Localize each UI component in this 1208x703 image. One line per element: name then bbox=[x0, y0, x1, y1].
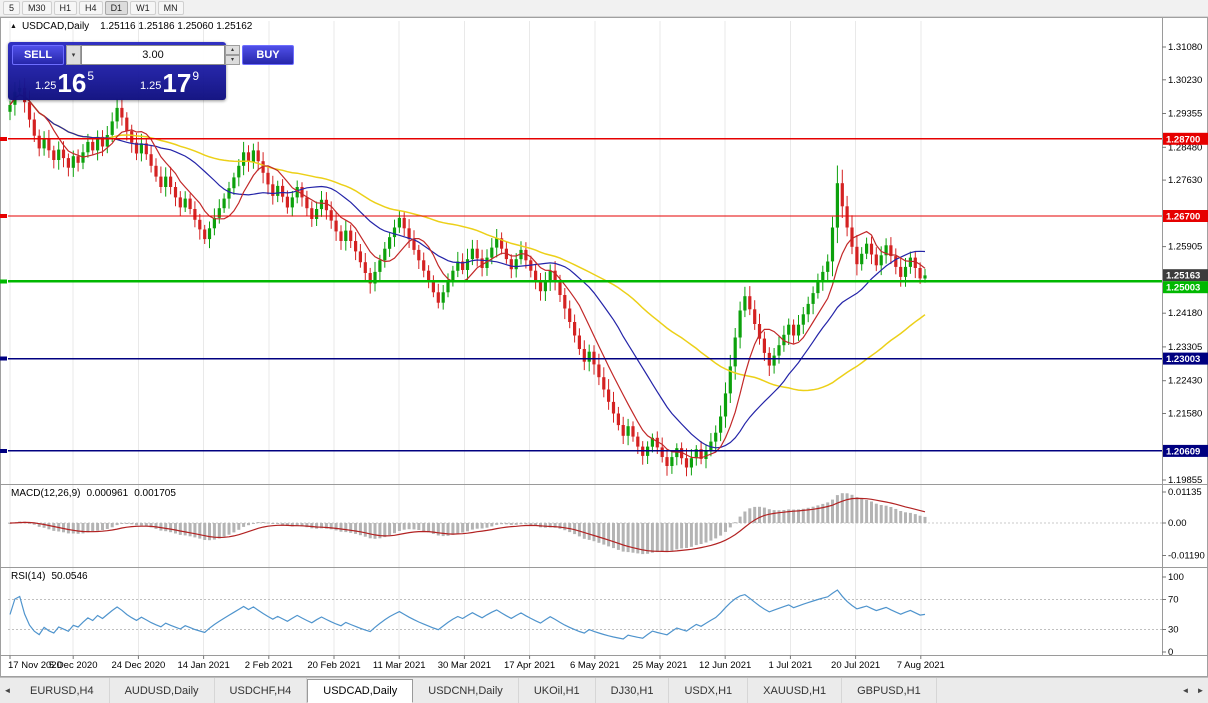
timeframe-button-M30[interactable]: M30 bbox=[22, 1, 52, 15]
timeframe-button-D1[interactable]: D1 bbox=[104, 1, 129, 15]
chart-tab-DJ30-H1[interactable]: DJ30,H1 bbox=[595, 678, 670, 703]
tabs-scroll-right-icon[interactable]: ► bbox=[1196, 686, 1205, 695]
chart-tabs-bar: ◄ EURUSD,H4 AUDUSD,Daily USDCHF,H4 USDCAD,D… bbox=[0, 677, 1208, 703]
sell-button[interactable]: SELL bbox=[12, 45, 64, 65]
buy-button[interactable]: BUY bbox=[242, 45, 294, 65]
chart-tab-AUDUSD-Daily[interactable]: AUDUSD,Daily bbox=[109, 678, 215, 703]
macd-label: MACD(12,26,9) 0.000961 0.001705 bbox=[11, 488, 176, 499]
rsi-name: RSI(14) bbox=[11, 571, 46, 582]
buy-price-prefix: 1.25 bbox=[139, 80, 162, 92]
chart-tab-USDX-H1[interactable]: USDX,H1 bbox=[669, 678, 749, 703]
chart-tab-EURUSD-H4[interactable]: EURUSD,H4 bbox=[15, 678, 110, 703]
timeframe-button-H4[interactable]: H4 bbox=[79, 1, 103, 15]
sell-price-pipette: 5 bbox=[87, 69, 95, 83]
chart-tab-UKOil-H1[interactable]: UKOil,H1 bbox=[518, 678, 596, 703]
tabbar-spacer bbox=[937, 678, 1178, 703]
chart-tab-USDCHF-H4[interactable]: USDCHF,H4 bbox=[214, 678, 308, 703]
timeframe-button-5[interactable]: 5 bbox=[3, 1, 21, 15]
volume-control: ▾ ▴ ▾ bbox=[66, 45, 240, 65]
sell-price-display[interactable]: 1.25 16 5 bbox=[12, 65, 117, 98]
tabs-scroll-left-icon[interactable]: ◄ bbox=[3, 686, 12, 695]
sell-price-prefix: 1.25 bbox=[34, 80, 57, 92]
rsi-label: RSI(14) 50.0546 bbox=[11, 571, 88, 582]
chart-ohlc-values: 1.25116 1.25186 1.25060 1.25162 bbox=[100, 21, 253, 32]
volume-dropdown-button[interactable]: ▾ bbox=[66, 45, 81, 65]
volume-decrease-button[interactable]: ▾ bbox=[225, 55, 240, 65]
chart-window-background bbox=[0, 17, 1208, 677]
timeframe-button-H1[interactable]: H1 bbox=[53, 1, 78, 15]
sell-price-big-digits: 16 bbox=[57, 68, 87, 98]
chart-tab-XAUUSD-H1[interactable]: XAUUSD,H1 bbox=[748, 678, 843, 703]
volume-increase-button[interactable]: ▴ bbox=[225, 45, 240, 55]
macd-value: 0.000961 bbox=[86, 488, 129, 499]
buy-price-pipette: 9 bbox=[192, 69, 200, 83]
buy-price-display[interactable]: 1.25 17 9 bbox=[117, 65, 222, 98]
chart-title: ▲ USDCAD,Daily 1.25116 1.25186 1.25060 1… bbox=[10, 21, 252, 32]
timeframe-button-MN[interactable]: MN bbox=[157, 1, 184, 15]
macd-signal-value: 0.001705 bbox=[134, 488, 176, 499]
chart-tab-USDCNH-Daily[interactable]: USDCNH,Daily bbox=[413, 678, 519, 703]
chart-tab-USDCAD-Daily[interactable]: USDCAD,Daily bbox=[307, 679, 414, 703]
rsi-value: 50.0546 bbox=[51, 571, 88, 582]
buy-price-big-digits: 17 bbox=[162, 68, 192, 98]
one-click-toggle-icon[interactable]: ▲ bbox=[10, 23, 17, 30]
chart-symbol-label: USDCAD,Daily bbox=[21, 21, 90, 32]
timeframe-toolbar: 5 M30 H1 H4 D1 W1 MN bbox=[0, 0, 1208, 17]
volume-input[interactable] bbox=[81, 45, 225, 65]
tabs-scroll-left-end-icon[interactable]: ◄ bbox=[1181, 686, 1190, 695]
timeframe-button-W1[interactable]: W1 bbox=[130, 1, 156, 15]
chart-tabs: EURUSD,H4 AUDUSD,Daily USDCHF,H4 USDCAD,Dai… bbox=[15, 678, 937, 703]
chart-tab-GBPUSD-H1[interactable]: GBPUSD,H1 bbox=[842, 678, 937, 703]
chevron-down-icon: ▾ bbox=[71, 52, 76, 59]
macd-name: MACD(12,26,9) bbox=[11, 488, 81, 499]
